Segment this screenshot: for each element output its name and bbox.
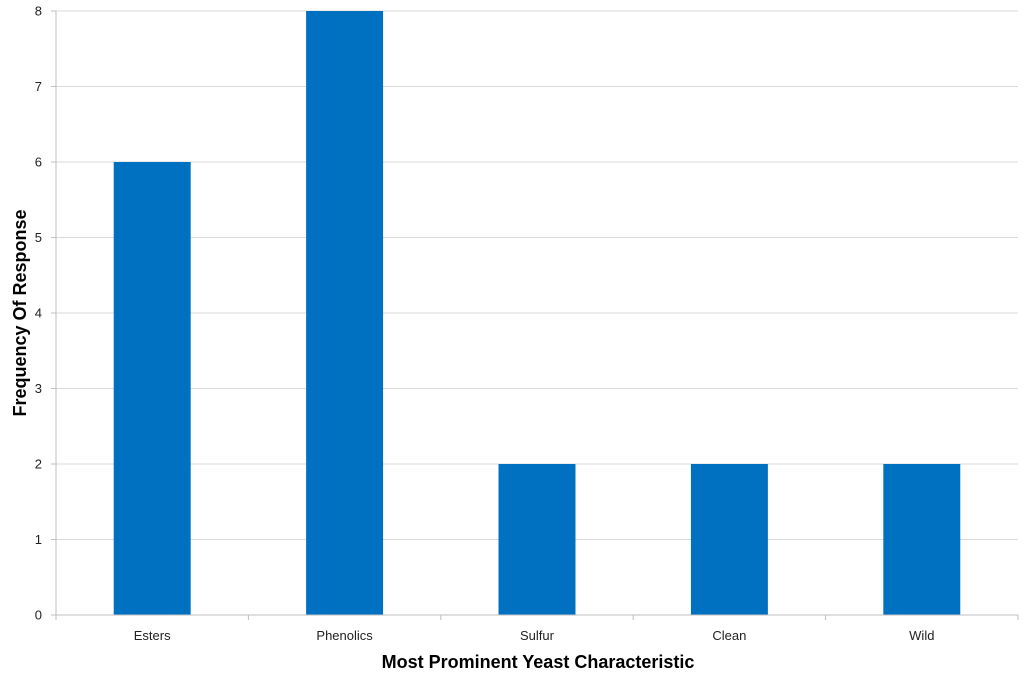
bars: [113, 11, 961, 615]
y-tick-label: 3: [35, 381, 42, 396]
x-tick-label: Esters: [134, 628, 171, 643]
x-tick-label: Sulfur: [520, 628, 555, 643]
bar-phenolics: [306, 11, 384, 615]
x-tick-label: Clean: [712, 628, 746, 643]
axes: [55, 11, 1019, 620]
gridlines: [51, 10, 1018, 616]
y-tick-label: 2: [35, 457, 42, 472]
y-tick-label: 7: [35, 79, 42, 94]
y-tick-labels: 0 1 2 3 4 5 6 7 8: [35, 4, 42, 623]
bar-clean: [690, 464, 768, 615]
bar-wild: [883, 464, 961, 615]
x-axis-title: Most Prominent Yeast Characteristic: [382, 652, 695, 672]
x-tick-label: Wild: [909, 628, 934, 643]
bar-sulfur: [498, 464, 576, 615]
y-tick-label: 4: [35, 306, 42, 321]
y-tick-label: 8: [35, 4, 42, 19]
bar-esters: [113, 162, 191, 615]
y-tick-label: 6: [35, 155, 42, 170]
y-tick-label: 5: [35, 230, 42, 245]
y-tick-label: 0: [35, 608, 42, 623]
y-tick-label: 1: [35, 532, 42, 547]
y-axis-title: Frequency Of Response: [10, 209, 30, 416]
x-tick-labels: Esters Phenolics Sulfur Clean Wild: [134, 628, 935, 643]
x-tick-label: Phenolics: [316, 628, 373, 643]
